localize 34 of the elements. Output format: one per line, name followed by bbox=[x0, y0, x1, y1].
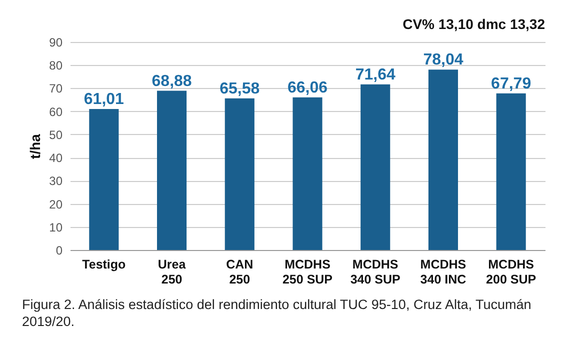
data-label: 78,04 bbox=[423, 52, 464, 69]
data-label: 61,01 bbox=[84, 91, 124, 108]
y-tick-label: 60 bbox=[49, 104, 63, 119]
bar bbox=[428, 70, 458, 250]
y-tick-label: 70 bbox=[49, 82, 63, 96]
text: Figura 2. Análisis estadístico del rendimiento cultural TUC 95-10, Cruz Alta, Tucumán 2019/20. bbox=[22, 296, 532, 330]
data-label: 68,88 bbox=[152, 72, 192, 90]
y-tick-label: 80 bbox=[49, 58, 63, 73]
bar bbox=[89, 109, 119, 250]
x-tick-label: Urea 250 bbox=[158, 258, 187, 286]
bar bbox=[224, 98, 254, 250]
y-tick-label: 20 bbox=[49, 197, 63, 212]
bar bbox=[292, 97, 322, 250]
bar bbox=[157, 90, 187, 250]
x-tick-label: MCDHS 340 INC bbox=[420, 258, 466, 286]
x-tick-label: CAN 250 bbox=[226, 258, 254, 286]
x-tick-label: MCDHS 340 SUP bbox=[350, 258, 400, 286]
x-tick-label: MCDHS 200 SUP bbox=[486, 258, 536, 286]
text: CV% 13,10 dmc 13,32 bbox=[402, 16, 545, 32]
x-tick-label: MCDHS 250 SUP bbox=[282, 258, 333, 286]
data-label: 71,64 bbox=[355, 66, 396, 84]
data-label: 65,58 bbox=[220, 80, 260, 98]
y-tick-label: 40 bbox=[49, 151, 63, 166]
y-tick-label: 0 bbox=[56, 244, 63, 258]
y-tick-label: 50 bbox=[49, 128, 63, 142]
y-tick-label: 90 bbox=[49, 36, 63, 50]
y-axis-title: t/ha bbox=[27, 134, 44, 159]
bar bbox=[496, 93, 526, 250]
y-tick-label: 30 bbox=[49, 174, 63, 188]
data-label: 66,06 bbox=[287, 79, 328, 96]
data-label: 67,79 bbox=[491, 75, 532, 92]
y-tick-label: 10 bbox=[49, 220, 63, 234]
bar bbox=[360, 84, 390, 250]
x-tick-label: Testigo bbox=[82, 258, 126, 272]
